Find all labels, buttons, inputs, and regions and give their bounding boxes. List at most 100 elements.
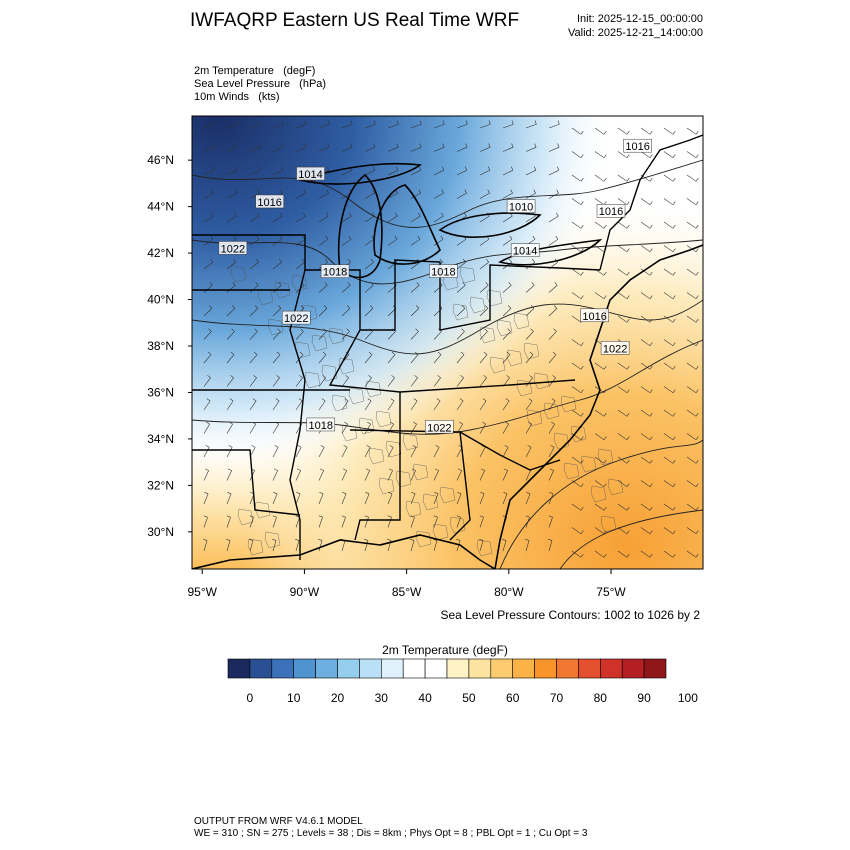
- lat-tick-label: 38°N: [147, 339, 174, 353]
- lon-tick-label: 85°W: [392, 585, 422, 599]
- field-name: 2m Temperature: [194, 65, 274, 77]
- field-label-temperature: 2m Temperature (degF): [194, 65, 315, 77]
- svg-text:1022: 1022: [427, 422, 451, 434]
- valid-time: Valid: 2025-12-21_14:00:00: [568, 27, 703, 39]
- colorbar-box: [293, 658, 316, 679]
- svg-text:1016: 1016: [582, 311, 606, 323]
- pressure-label: 1018: [306, 417, 336, 432]
- pressure-label: 1016: [623, 138, 652, 153]
- pressure-label: 1016: [596, 203, 626, 218]
- svg-text:1018: 1018: [323, 267, 347, 279]
- pressure-label: 1018: [320, 264, 350, 279]
- colorbar-tick-label: 20: [331, 691, 345, 705]
- colorbar-tick-label: 100: [678, 691, 698, 705]
- lat-tick-label: 40°N: [147, 293, 174, 307]
- colorbar-box: [556, 658, 579, 679]
- pressure-label: 1022: [600, 341, 630, 355]
- pressure-label: 1018: [429, 264, 458, 279]
- pressure-label: 1014: [296, 166, 325, 181]
- field-name: 10m Winds: [194, 91, 250, 103]
- field-unit: (hPa): [299, 78, 327, 90]
- coastline: [192, 162, 703, 569]
- latitude-axis: 30°N 32°N 34°N 36°N 38°N 40°N 42°N 44°N 46°N: [147, 153, 192, 539]
- colorbar-box: [446, 658, 470, 679]
- colorbar-tick-label: 40: [418, 691, 432, 705]
- pressure-contour-labels: 1016 1014 1022 1022 1018 1010 1014 1016 1016 1018…: [218, 138, 652, 434]
- svg-text:1014: 1014: [513, 246, 537, 258]
- pressure-label: 1022: [281, 310, 311, 325]
- colorbar-tick-label: 50: [462, 691, 476, 705]
- colorbar-box: [424, 658, 448, 679]
- colorbar-tick-label: 90: [637, 691, 651, 705]
- field-name: Sea Level Pressure: [194, 78, 290, 90]
- colorbar-box: [271, 658, 294, 679]
- pressure-label: 1016: [255, 194, 284, 209]
- colorbar-box: [468, 658, 492, 679]
- county-lines: [230, 265, 624, 557]
- field-unit: (degF): [283, 65, 316, 77]
- colorbar-box: [490, 658, 513, 679]
- colorbar-box: [621, 658, 645, 679]
- colorbar-box: [315, 658, 338, 679]
- lon-tick-label: 95°W: [187, 585, 217, 599]
- weather-map: 1016 1014 1022 1022 1018 1010 1014 1016 1016 1018…: [147, 115, 704, 599]
- svg-text:1016: 1016: [257, 197, 281, 209]
- svg-text:1014: 1014: [298, 169, 322, 181]
- colorbar-box: [512, 658, 535, 679]
- svg-text:1022: 1022: [221, 243, 245, 255]
- lon-tick-label: 90°W: [290, 585, 320, 599]
- colorbar-tick-label: 0: [247, 691, 254, 705]
- lat-tick-label: 30°N: [147, 525, 174, 539]
- colorbar-tick-label: 30: [375, 691, 389, 705]
- pressure-label: 1016: [580, 308, 609, 323]
- svg-text:1022: 1022: [603, 343, 627, 355]
- colorbar-box: [337, 658, 360, 679]
- colorbar-boxes: [227, 658, 667, 679]
- colorbar-tick-label: 60: [506, 691, 520, 705]
- wind-barbs: [203, 120, 699, 558]
- svg-text:1022: 1022: [284, 313, 308, 325]
- colorbar-box: [534, 658, 557, 679]
- longitude-axis: 95°W 90°W 85°W 80°W 75°W: [187, 569, 626, 599]
- colorbar-tick-labels: 0 10 20 30 40 50 60 70 80 90 100: [247, 691, 699, 705]
- lat-tick-label: 46°N: [147, 153, 174, 167]
- colorbar-box: [359, 658, 382, 679]
- svg-text:1016: 1016: [625, 141, 649, 153]
- colorbar-box: [380, 658, 404, 679]
- plot-title: IWFAQRP Eastern US Real Time WRF: [190, 10, 520, 31]
- field-label-winds: 10m Winds (kts): [194, 91, 280, 103]
- colorbar-tick-label: 80: [594, 691, 608, 705]
- colorbar-box: [227, 658, 251, 679]
- field-unit: (kts): [258, 91, 280, 103]
- colorbar-tick-label: 70: [550, 691, 564, 705]
- lat-tick-label: 44°N: [147, 200, 174, 214]
- footer-config: WE = 310 ; SN = 275 ; Levels = 38 ; Dis …: [194, 828, 588, 839]
- lon-tick-label: 75°W: [596, 585, 626, 599]
- map-frame: [191, 115, 704, 570]
- pressure-label: 1010: [506, 199, 536, 214]
- svg-text:1010: 1010: [509, 202, 533, 214]
- lat-tick-label: 36°N: [147, 385, 174, 399]
- colorbar-box: [402, 658, 426, 679]
- pressure-label: 1022: [425, 420, 454, 434]
- pressure-label: 1022: [218, 241, 248, 255]
- pressure-label: 1014: [510, 243, 540, 258]
- state-borders: [192, 134, 703, 560]
- lat-tick-label: 32°N: [147, 478, 174, 492]
- lon-tick-label: 80°W: [494, 585, 524, 599]
- field-label-pressure: Sea Level Pressure (hPa): [194, 78, 326, 90]
- init-time: Init: 2025-12-15_00:00:00: [577, 13, 703, 25]
- colorbar-box: [643, 658, 667, 679]
- svg-text:1018: 1018: [431, 267, 455, 279]
- lat-tick-label: 42°N: [147, 246, 174, 260]
- colorbar-box: [578, 658, 601, 679]
- colorbar-title: 2m Temperature (degF): [382, 643, 508, 657]
- colorbar-box: [599, 658, 623, 679]
- contour-note: Sea Level Pressure Contours: 1002 to 102…: [440, 608, 701, 622]
- svg-text:1018: 1018: [309, 420, 333, 432]
- svg-text:1016: 1016: [599, 206, 623, 218]
- colorbar-box: [249, 658, 273, 679]
- lat-tick-label: 34°N: [147, 432, 174, 446]
- footer-model: OUTPUT FROM WRF V4.6.1 MODEL: [194, 816, 363, 827]
- colorbar-tick-label: 10: [287, 691, 301, 705]
